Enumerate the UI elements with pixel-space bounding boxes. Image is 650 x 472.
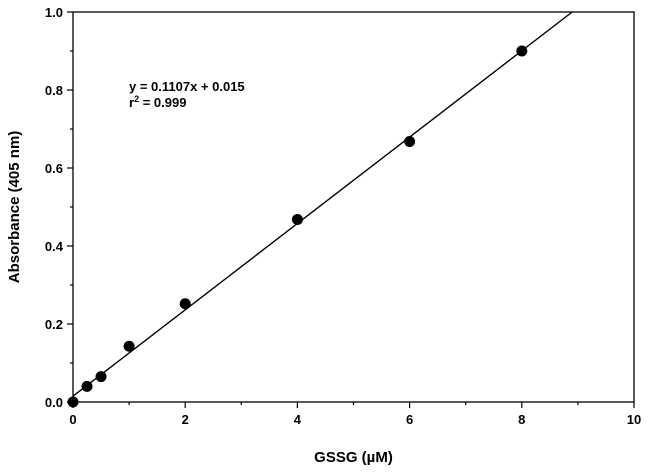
y-tick-label: 1.0 xyxy=(45,5,63,20)
fit-line xyxy=(72,11,573,397)
x-tick-label: 0 xyxy=(69,412,76,427)
x-tick-label: 4 xyxy=(294,412,302,427)
data-point xyxy=(516,45,528,57)
plot-area xyxy=(72,11,635,403)
fit-line-group xyxy=(72,11,573,397)
fit-equation: y = 0.1107x + 0.015 xyxy=(129,79,245,94)
data-point xyxy=(67,396,79,408)
x-axis-ticks: 0 2 4 6 8 10 xyxy=(69,402,641,427)
data-point xyxy=(404,135,416,147)
y-tick-label: 0.2 xyxy=(45,317,63,332)
y-tick-label: 0.8 xyxy=(45,83,63,98)
data-point xyxy=(123,340,135,352)
y-axis-label: Absorbance (405 nm) xyxy=(6,131,23,284)
r-squared-value: = 0.999 xyxy=(139,95,186,110)
y-tick-label: 0.4 xyxy=(45,239,64,254)
r-squared: r2 = 0.999 xyxy=(129,94,186,110)
r-squared-superscript: 2 xyxy=(134,94,139,104)
data-point xyxy=(81,380,93,392)
y-tick-label: 0.6 xyxy=(45,161,63,176)
data-point xyxy=(291,213,303,225)
y-axis-ticks: 0.0 0.2 0.4 0.6 0.8 1.0 xyxy=(45,5,73,410)
data-point xyxy=(179,298,191,310)
data-point xyxy=(95,371,107,383)
x-tick-label: 8 xyxy=(518,412,525,427)
x-axis-label: GSSG (µM) xyxy=(314,449,393,466)
y-tick-label: 0.0 xyxy=(45,395,63,410)
data-points xyxy=(67,45,528,408)
x-tick-label: 10 xyxy=(627,412,641,427)
r-squared-prefix: r xyxy=(129,95,134,110)
x-tick-label: 2 xyxy=(182,412,189,427)
x-tick-label: 6 xyxy=(406,412,413,427)
